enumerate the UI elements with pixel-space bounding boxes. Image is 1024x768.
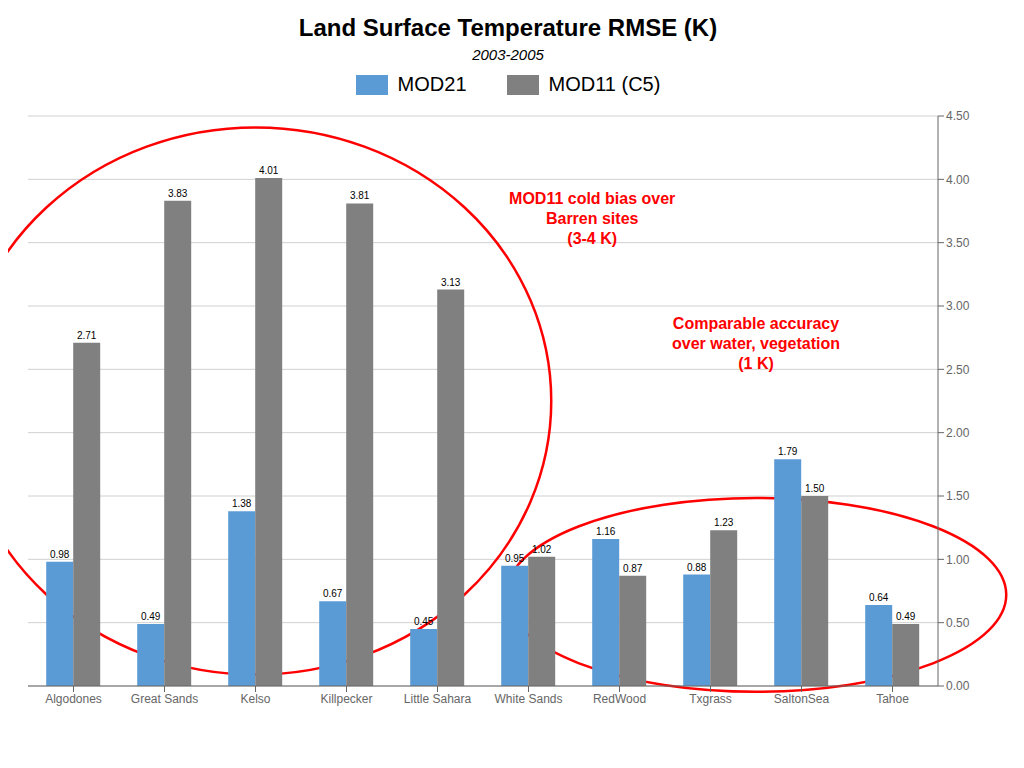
svg-text:0.88: 0.88 [687, 562, 707, 573]
svg-text:3.81: 3.81 [350, 190, 370, 201]
svg-text:1.50: 1.50 [946, 489, 970, 503]
svg-text:3.83: 3.83 [168, 188, 188, 199]
svg-text:2.00: 2.00 [946, 426, 970, 440]
svg-text:0.49: 0.49 [896, 611, 916, 622]
svg-text:Great Sands: Great Sands [131, 692, 198, 706]
svg-text:1.38: 1.38 [232, 498, 252, 509]
html-text:MOD11 (C5): MOD11 (C5) [548, 73, 661, 95]
svg-text:1.02: 1.02 [532, 544, 552, 555]
svg-text:1.00: 1.00 [946, 553, 970, 567]
svg-text:Tahoe: Tahoe [876, 692, 909, 706]
svg-text:2.71: 2.71 [77, 330, 97, 341]
svg-text:0.49: 0.49 [141, 611, 161, 622]
svg-text:RedWood: RedWood [593, 692, 646, 706]
svg-text:4.00: 4.00 [946, 173, 970, 187]
svg-text:0.98: 0.98 [50, 549, 70, 560]
html-text:Comparable accuracy over water: Comparable accuracy over water, vegetati… [672, 315, 840, 372]
svg-text:3.13: 3.13 [441, 277, 461, 288]
svg-text:0.64: 0.64 [869, 592, 889, 603]
svg-text:0.45: 0.45 [414, 616, 434, 627]
svg-text:3.00: 3.00 [946, 299, 970, 313]
html-text:MOD11 cold bias over Barren si: MOD11 cold bias over Barren sites (3-4 K… [509, 189, 676, 247]
html-text:2003-2005: 2003-2005 [472, 46, 544, 63]
svg-text:0.50: 0.50 [946, 616, 970, 630]
svg-text:1.79: 1.79 [778, 446, 798, 457]
svg-text:0.95: 0.95 [505, 553, 525, 564]
svg-text:1.23: 1.23 [714, 517, 734, 528]
svg-text:SaltonSea: SaltonSea [774, 692, 830, 706]
svg-text:Kelso: Kelso [240, 692, 270, 706]
svg-text:3.50: 3.50 [946, 236, 970, 250]
html-text:MOD21: MOD21 [397, 73, 467, 95]
html-text:Land Surface Temperature RMSE: Land Surface Temperature RMSE (K) [298, 14, 718, 41]
svg-text:White Sands: White Sands [494, 692, 562, 706]
svg-text:1.16: 1.16 [596, 526, 616, 537]
svg-text:0.00: 0.00 [946, 679, 970, 693]
svg-text:Algodones: Algodones [45, 692, 102, 706]
svg-text:4.50: 4.50 [946, 109, 970, 123]
svg-text:4.01: 4.01 [259, 165, 279, 176]
svg-text:2.50: 2.50 [946, 363, 970, 377]
svg-text:0.87: 0.87 [623, 563, 643, 574]
svg-text:Little Sahara: Little Sahara [404, 692, 472, 706]
svg-text:0.67: 0.67 [323, 588, 343, 599]
svg-text:Txgrass: Txgrass [689, 692, 732, 706]
svg-text:1.50: 1.50 [805, 483, 825, 494]
svg-text:Killpecker: Killpecker [320, 692, 372, 706]
